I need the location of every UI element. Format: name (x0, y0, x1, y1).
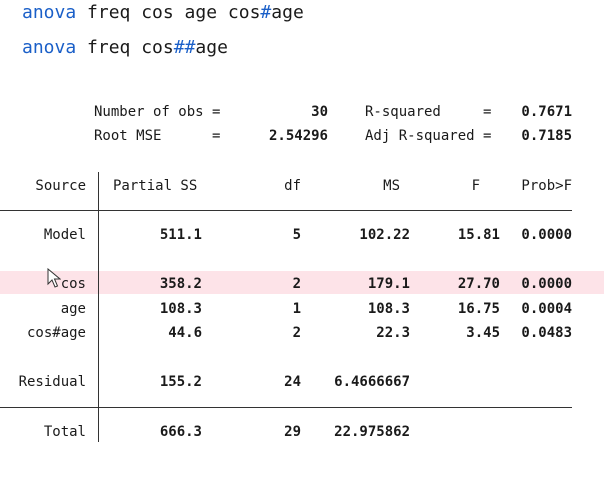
table-row-ms: 108.3 (367, 301, 410, 317)
table-row-p: 0.0000 (521, 276, 572, 292)
header-rule (0, 210, 572, 211)
mouse-pointer-icon (47, 268, 61, 288)
total-rule (0, 407, 572, 408)
header-source: Source (35, 178, 86, 194)
rootmse-label: Root MSE = (94, 128, 221, 144)
table-row-df: 24 (284, 374, 301, 390)
table-row-source: cos#age (26, 325, 86, 341)
rsq-value: 0.7671 (521, 104, 572, 120)
rootmse-value: 2.54296 (268, 128, 328, 144)
table-row-df: 1 (292, 301, 301, 317)
table-row-source: age (60, 301, 86, 317)
column-separator-total (98, 408, 99, 442)
table-row-ms: 22.3 (376, 325, 410, 341)
header-partial-ss: Partial SS (113, 178, 198, 194)
table-row-f: 15.81 (457, 227, 500, 243)
table-row-df: 2 (292, 276, 301, 292)
command-args: freq cos age cos (76, 2, 261, 23)
nobs-label: Number of obs = (94, 104, 221, 120)
table-row-ms: 179.1 (367, 276, 410, 292)
table-row-ms: 22.975862 (334, 424, 410, 440)
table-row-source: cos (60, 276, 86, 292)
table-row-ss: 511.1 (159, 227, 202, 243)
command-args-tail: age (271, 2, 304, 23)
interaction-operator: # (260, 2, 272, 23)
adjrsq-value: 0.7185 (521, 128, 572, 144)
table-row-ms: 102.22 (359, 227, 410, 243)
table-row-ss: 666.3 (159, 424, 202, 440)
table-row-p: 0.0000 (521, 227, 572, 243)
header-prob: Prob>F (521, 178, 572, 194)
command-line-2: anova freq cos##age (22, 36, 228, 60)
command-line-1: anova freq cos age cos#age (22, 1, 304, 25)
table-row-ss: 155.2 (159, 374, 202, 390)
command-keyword: anova (22, 2, 77, 23)
table-row-df: 5 (292, 227, 301, 243)
command-keyword: anova (22, 37, 77, 58)
table-row-source: Total (43, 424, 86, 440)
table-row-source: Model (43, 227, 86, 243)
header-df: df (284, 178, 301, 194)
table-row-ss: 44.6 (168, 325, 202, 341)
nobs-value: 30 (311, 104, 328, 120)
table-row-ss: 358.2 (159, 276, 202, 292)
table-row-f: 16.75 (457, 301, 500, 317)
table-row-f: 27.70 (457, 276, 500, 292)
column-separator-body (98, 211, 99, 407)
table-row-source: Residual (18, 374, 86, 390)
command-args-tail: age (195, 37, 228, 58)
header-f: F (471, 178, 480, 194)
adjrsq-label: Adj R-squared = (365, 128, 492, 144)
table-row-df: 29 (284, 424, 301, 440)
rsq-label: R-squared = (365, 104, 492, 120)
table-row-ms: 6.4666667 (334, 374, 410, 390)
table-row-p: 0.0483 (521, 325, 572, 341)
factorial-operator: ## (173, 37, 196, 58)
header-ms: MS (383, 178, 400, 194)
row-highlight (0, 271, 604, 294)
table-row-p: 0.0004 (521, 301, 572, 317)
table-row-f: 3.45 (466, 325, 500, 341)
table-row-df: 2 (292, 325, 301, 341)
command-args: freq cos (76, 37, 174, 58)
table-row-ss: 108.3 (159, 301, 202, 317)
column-separator-header (98, 172, 99, 211)
